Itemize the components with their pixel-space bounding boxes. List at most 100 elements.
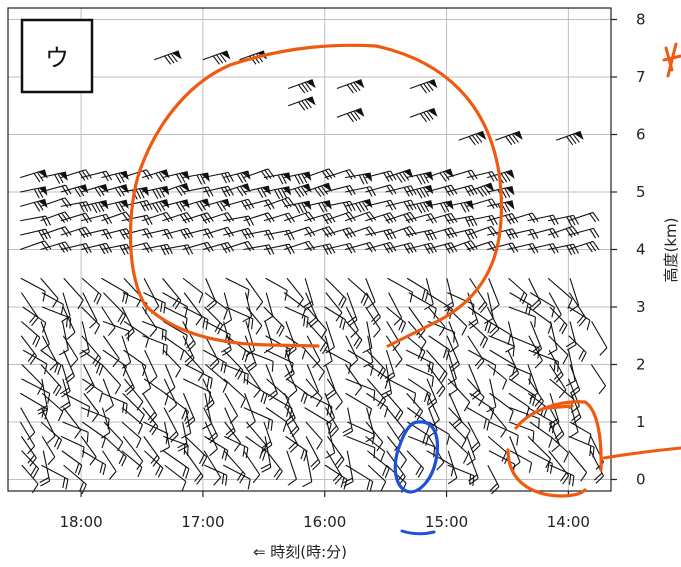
barb-staff (488, 320, 511, 336)
barb-staff (466, 407, 490, 421)
barb-staff (204, 435, 229, 451)
wind-barb (487, 364, 508, 390)
barb-feather (288, 389, 298, 398)
wind-barb (284, 393, 296, 426)
barb-staff (60, 435, 85, 448)
barb-feather (569, 386, 579, 394)
barb-feather (284, 398, 290, 409)
barb-feather (449, 345, 459, 353)
barb-feather (422, 187, 430, 197)
barb-feather (207, 242, 214, 252)
barb-feather (562, 475, 570, 485)
barb-feather (335, 456, 343, 466)
barb-feather (37, 188, 44, 198)
barb-feather (573, 215, 579, 225)
barb-feather (470, 240, 478, 250)
barb-feather (445, 349, 451, 361)
wind-barb (223, 183, 251, 197)
barb-feather (175, 202, 183, 212)
barb-feather (216, 202, 223, 212)
barb-feather (284, 213, 292, 224)
wind-barb (468, 364, 481, 400)
barb-feather (179, 350, 185, 361)
barb-staff (427, 306, 446, 328)
barb-feather (56, 439, 62, 450)
barb-staff (466, 436, 476, 460)
barb-staff (366, 392, 388, 408)
barb-feather (471, 228, 478, 239)
barb-feather (206, 299, 216, 308)
barb-feather (80, 351, 90, 358)
wind-barb (469, 277, 488, 314)
barb-staff (81, 421, 106, 439)
barb-staff (446, 169, 472, 179)
barb-feather (340, 477, 345, 488)
x-tick-label: 16:00 (303, 513, 346, 531)
barb-staff (509, 407, 540, 420)
wind-barb (325, 321, 335, 354)
barb-feather (554, 430, 563, 439)
barb-feather (271, 361, 274, 372)
barb-staff (344, 172, 371, 179)
wind-barb (549, 306, 568, 335)
barb-staff (426, 450, 454, 467)
barb-feather (247, 317, 251, 328)
barb-feather (162, 213, 170, 223)
barb-feather (297, 203, 304, 213)
wind-barb (101, 170, 129, 184)
barb-feather (345, 170, 353, 180)
barb-feather (234, 367, 241, 378)
barb-feather (353, 82, 361, 92)
barb-staff (205, 278, 217, 304)
barb-staff (468, 364, 481, 393)
barb-feather (546, 461, 550, 473)
barb-feather (170, 53, 178, 63)
wind-barb (287, 96, 316, 111)
barb-feather (27, 431, 36, 441)
barb-feather (395, 358, 403, 368)
barb-feather (553, 371, 562, 380)
wind-barb (203, 450, 222, 486)
barb-staff (344, 241, 371, 251)
wind-barbs (19, 50, 608, 495)
wind-barb (243, 407, 274, 431)
barb-feather (179, 173, 186, 183)
barb-feather (54, 362, 59, 373)
barb-feather (57, 364, 62, 375)
barb-feather (310, 459, 319, 468)
barb-staff (426, 378, 438, 403)
wind-barb (40, 364, 62, 397)
barb-staff (265, 292, 274, 317)
barb-staff (182, 186, 209, 193)
barb-feather (468, 474, 478, 482)
barb-feather (86, 385, 95, 394)
wind-barb (122, 392, 145, 425)
barb-feather (61, 405, 71, 412)
barb-staff (223, 227, 249, 236)
barb-staff (20, 186, 46, 193)
wind-barb (243, 244, 275, 255)
barb-staff (20, 228, 46, 236)
barb-feather (298, 84, 306, 94)
barb-staff (143, 436, 160, 459)
barb-staff (80, 184, 107, 193)
barb-feather (149, 414, 158, 424)
barb-feather (420, 351, 426, 362)
wind-barb (184, 450, 204, 485)
wind-barb (141, 211, 174, 223)
barb-feather (284, 369, 294, 378)
wind-barb (225, 277, 250, 300)
barb-feather (77, 299, 84, 310)
wind-barb (286, 378, 308, 405)
barb-staff (40, 197, 66, 207)
barb-feather (406, 213, 414, 223)
barb-staff (346, 435, 376, 449)
barb-feather (186, 419, 196, 428)
barb-staff (568, 335, 587, 353)
barb-staff (549, 321, 558, 350)
barb-feather (137, 424, 144, 435)
barb-staff (162, 450, 190, 470)
blue-underline (400, 529, 436, 536)
wind-barb (488, 320, 512, 346)
barb-feather (350, 329, 359, 338)
